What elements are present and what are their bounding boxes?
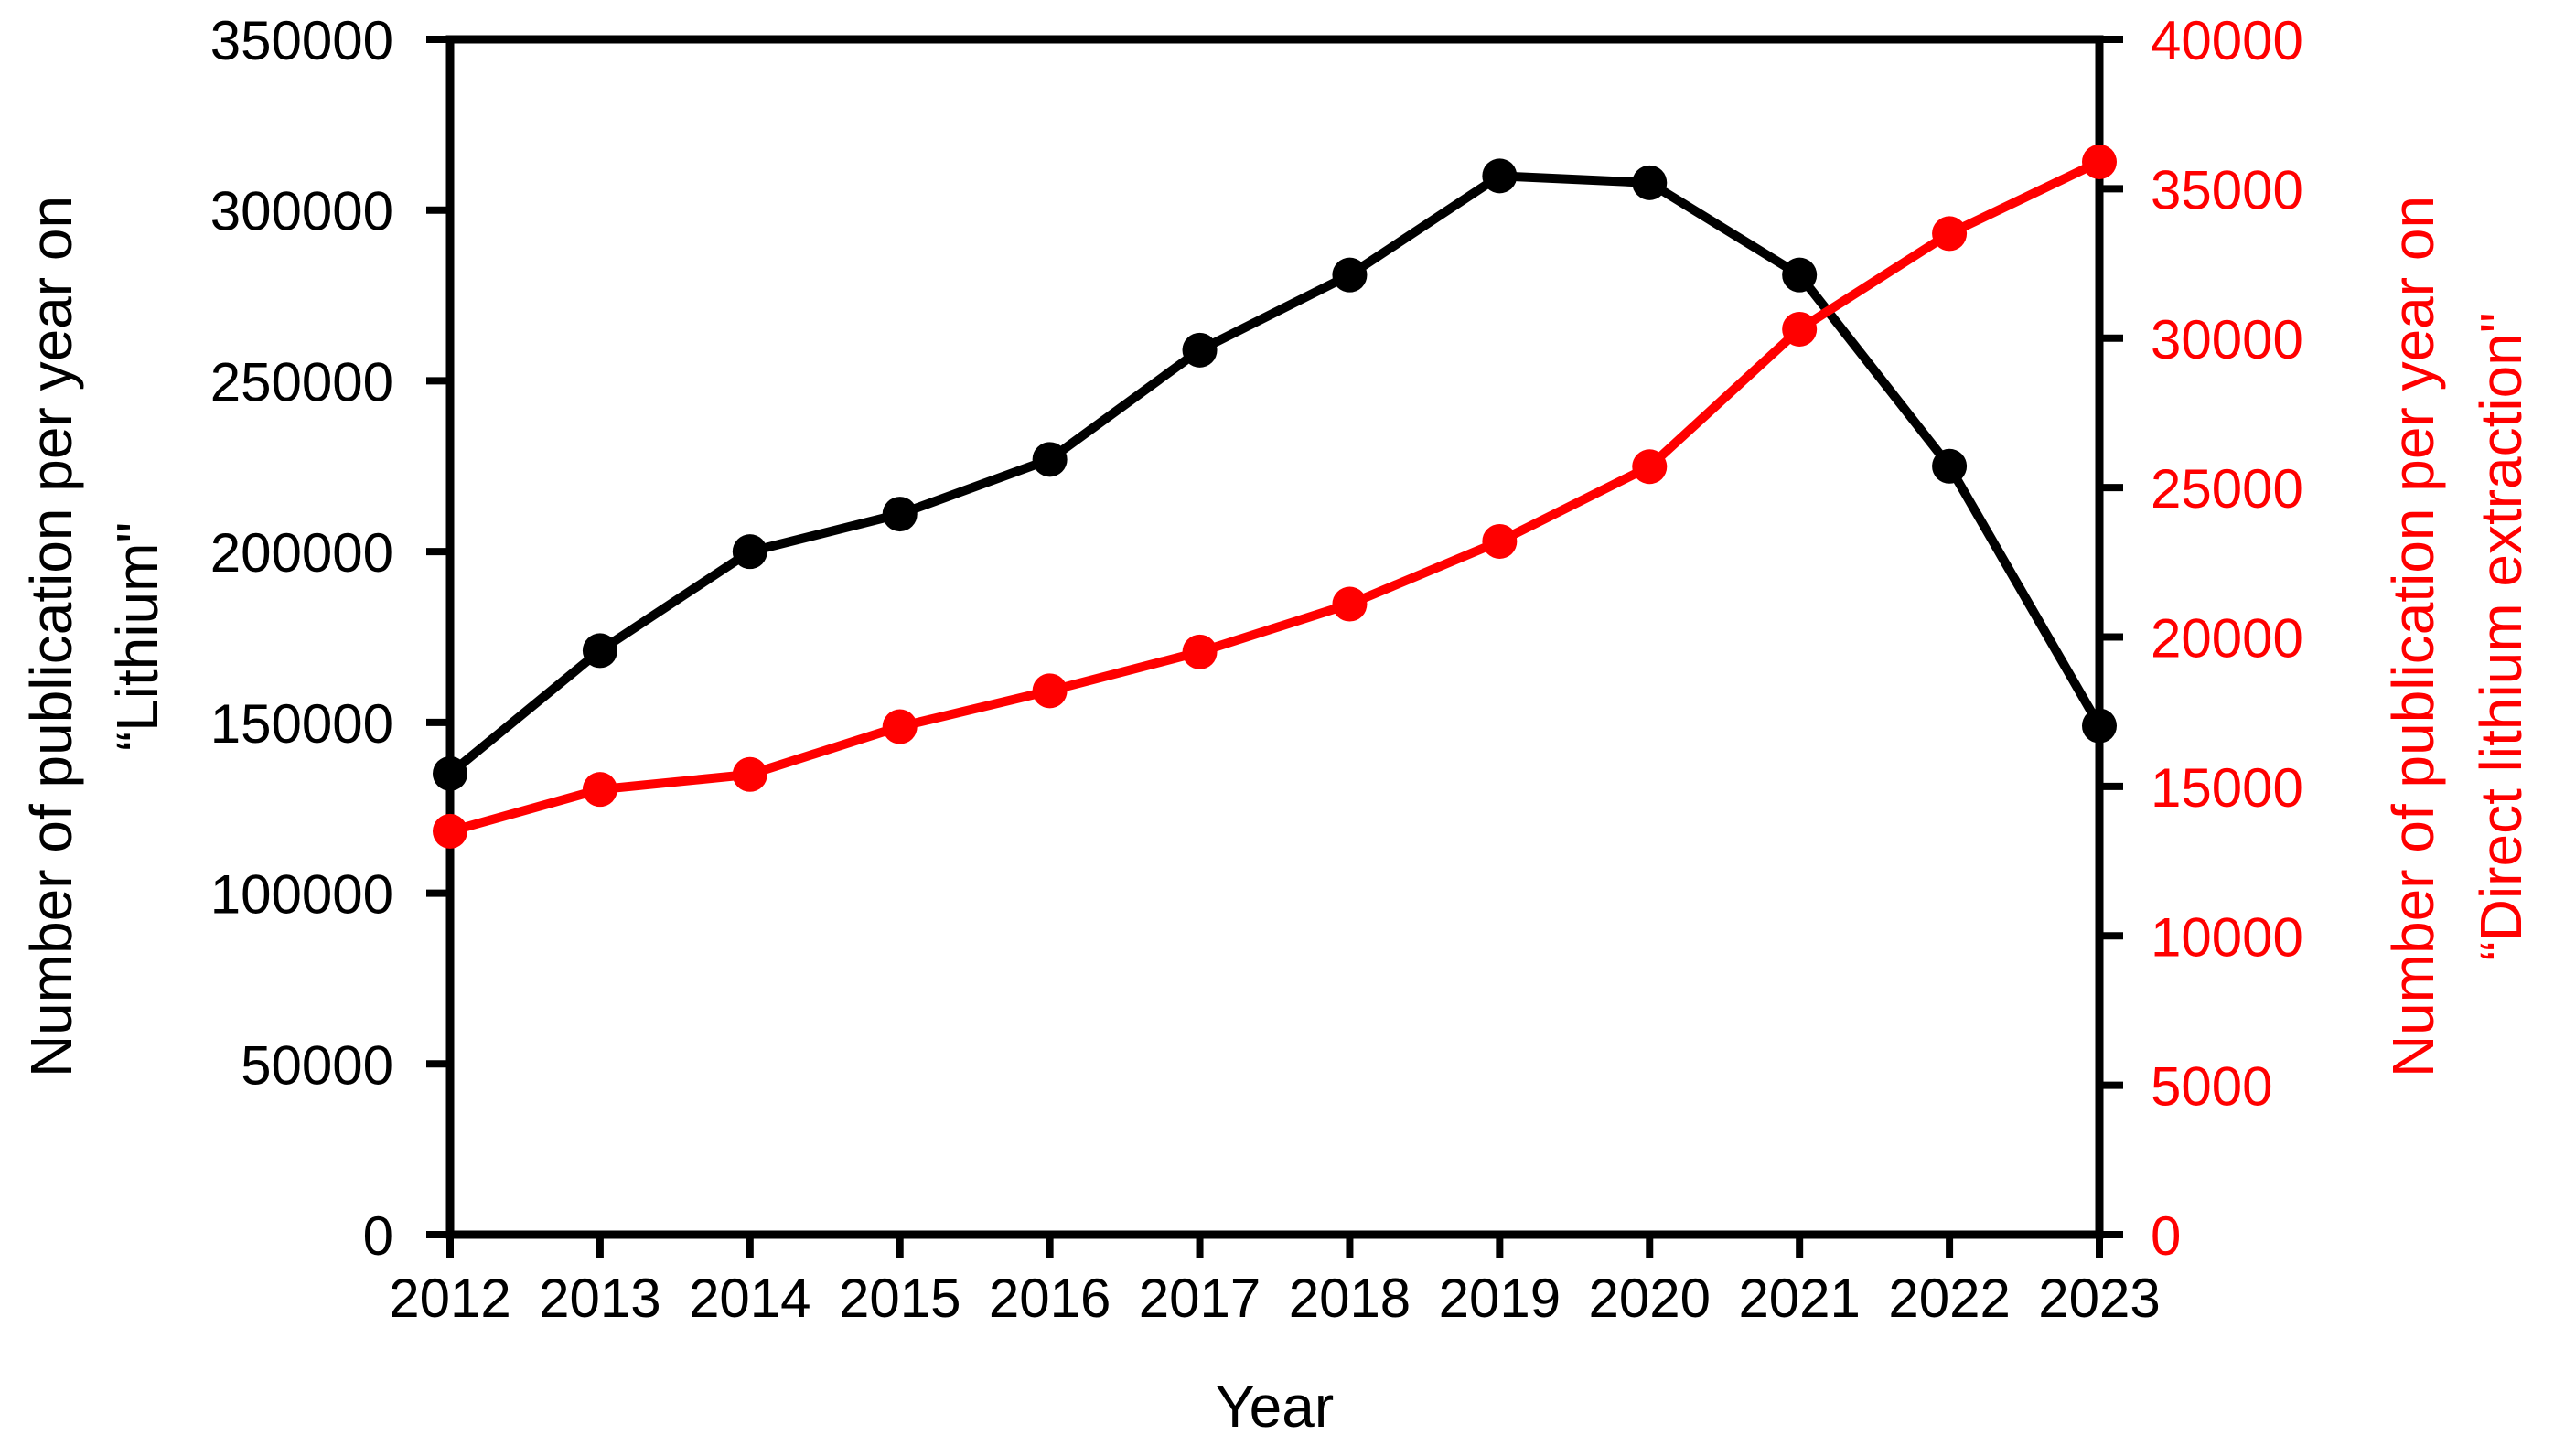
x-axis-tick-label: 2023	[2038, 1268, 2160, 1329]
right-axis-tick-label: 30000	[2151, 309, 2303, 370]
left-axis-tick-label: 150000	[210, 693, 393, 755]
left-axis-tick-label: 350000	[210, 10, 393, 71]
left-axis-tick-label: 0	[363, 1205, 393, 1267]
data-point-marker-lithium	[1332, 257, 1368, 293]
data-point-marker-direct-lithium-extraction	[1632, 449, 1668, 485]
right-axis-title-line1: Number of publication per year on	[2380, 196, 2446, 1077]
data-point-marker-direct-lithium-extraction	[1782, 311, 1818, 347]
data-point-marker-lithium	[1632, 165, 1668, 200]
plot-area	[445, 35, 2104, 1239]
x-axis-tick-label: 2022	[1888, 1268, 2010, 1329]
x-axis-tick-label: 2020	[1589, 1268, 1711, 1329]
series-line-lithium	[445, 171, 2104, 778]
right-axis-tick-label: 10000	[2151, 906, 2303, 968]
x-axis-tick-label: 2012	[389, 1268, 510, 1329]
left-axis-title-line2: “Lithium"	[104, 522, 170, 751]
data-point-marker-lithium	[882, 497, 918, 532]
data-point-marker-direct-lithium-extraction	[1332, 586, 1368, 622]
x-axis-title: Year	[1216, 1374, 1334, 1440]
left-axis-tick-label: 250000	[210, 351, 393, 412]
right-axis-tick-label: 40000	[2151, 10, 2303, 71]
left-axis-tick-label: 200000	[210, 522, 393, 583]
data-point-marker-lithium	[433, 755, 467, 791]
left-axis-tick-label: 50000	[241, 1034, 393, 1096]
right-axis-title-line2: “Direct lithium extraction"	[2468, 312, 2534, 960]
x-axis-tick-label: 2017	[1139, 1268, 1261, 1329]
data-point-marker-direct-lithium-extraction	[433, 813, 467, 849]
left-axis-tick-label: 300000	[210, 181, 393, 242]
data-point-marker-direct-lithium-extraction	[732, 756, 767, 792]
data-point-marker-direct-lithium-extraction	[1032, 673, 1068, 709]
data-point-marker-lithium	[1182, 332, 1218, 368]
x-axis-tick-label: 2014	[689, 1268, 810, 1329]
right-axis-tick-label: 5000	[2151, 1056, 2272, 1118]
data-point-marker-direct-lithium-extraction	[1482, 523, 1518, 559]
right-axis-tick-label: 25000	[2151, 458, 2303, 519]
data-point-marker-direct-lithium-extraction	[1932, 216, 1968, 252]
right-axis-tick-label: 35000	[2151, 159, 2303, 220]
left-axis-tick-label: 100000	[210, 864, 393, 926]
data-point-marker-direct-lithium-extraction	[582, 772, 617, 808]
data-point-marker-direct-lithium-extraction	[2082, 144, 2117, 179]
data-point-marker-lithium	[1032, 442, 1068, 477]
right-axis-tick-label: 15000	[2151, 757, 2303, 819]
x-axis-tick-label: 2021	[1738, 1268, 1860, 1329]
data-point-marker-lithium	[582, 633, 617, 669]
data-point-marker-lithium	[1482, 158, 1518, 194]
x-axis-tick-label: 2013	[539, 1268, 660, 1329]
x-axis-tick-label: 2015	[839, 1268, 960, 1329]
series-line-direct-lithium-extraction	[445, 156, 2104, 836]
left-axis-title-line1: Number of publication per year on	[18, 196, 84, 1077]
data-point-marker-direct-lithium-extraction	[1182, 634, 1218, 669]
right-axis-tick-label: 0	[2151, 1205, 2181, 1267]
data-point-marker-lithium	[732, 534, 767, 570]
data-point-marker-direct-lithium-extraction	[882, 709, 918, 744]
right-axis-tick-label: 20000	[2151, 608, 2303, 669]
x-axis-tick-label: 2019	[1439, 1268, 1561, 1329]
data-point-marker-lithium	[2082, 708, 2117, 744]
x-axis-tick-label: 2018	[1289, 1268, 1411, 1329]
x-axis-tick-label: 2016	[989, 1268, 1111, 1329]
data-point-marker-lithium	[1932, 448, 1968, 484]
data-point-marker-lithium	[1782, 257, 1818, 293]
